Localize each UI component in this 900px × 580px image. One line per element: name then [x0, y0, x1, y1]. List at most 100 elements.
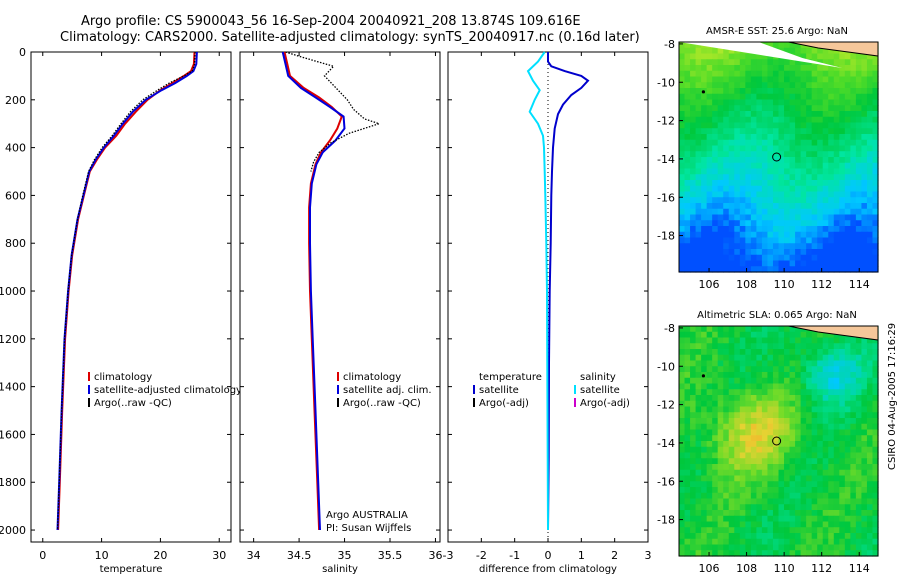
sla-map-heatmap-cell	[817, 412, 824, 419]
sla-map-heatmap-cell	[739, 429, 746, 436]
sst-map-heatmap-cell	[822, 139, 829, 147]
sla-map-heatmap-cell	[679, 458, 686, 465]
sla-map-heatmap-cell	[806, 366, 813, 373]
sla-map-heatmap-cell	[778, 521, 785, 528]
sla-map-heatmap-cell	[795, 481, 802, 488]
sla-map-heatmap-cell	[806, 395, 813, 402]
sst-map-heatmap-cell	[850, 185, 857, 193]
sla-map-heatmap-cell	[795, 383, 802, 390]
sla-map-heatmap-cell	[690, 527, 697, 534]
sla-map-heatmap-cell	[717, 377, 724, 385]
sst-map-heatmap-cell	[684, 139, 691, 147]
sla-map-heatmap-cell	[739, 400, 746, 408]
sst-map-heatmap-cell	[734, 65, 741, 72]
sst-map-heatmap-cell	[712, 53, 719, 60]
sla-map-heatmap-cell	[811, 498, 818, 505]
sla-map-heatmap-cell	[712, 510, 719, 517]
sst-map-heatmap-cell	[750, 197, 757, 204]
sla-map-heatmap-cell	[745, 349, 752, 356]
sla-map-heatmap-cell	[822, 412, 829, 419]
sla-map-heatmap-cell	[750, 510, 757, 517]
sla-map-heatmap-cell	[872, 435, 879, 442]
sst-map-heatmap-cell	[695, 151, 702, 158]
sst-map-heatmap-cell	[728, 220, 735, 227]
difference-left-legend-label: satellite	[479, 385, 519, 396]
sst-map-heatmap-cell	[701, 237, 708, 244]
sla-map-heatmap-cell	[701, 377, 708, 385]
sla-map-heatmap-cell	[695, 343, 702, 350]
sst-map-heatmap-cell	[828, 88, 835, 95]
sla-map-heatmap-cell	[712, 544, 719, 551]
sla-map-heatmap-cell	[844, 544, 851, 551]
sst-map-heatmap-cell	[772, 76, 780, 83]
sst-map-heatmap-cell	[822, 128, 829, 135]
sla-map-heatmap-cell	[723, 510, 730, 517]
sla-map-heatmap-cell	[828, 510, 835, 517]
sst-map-heatmap-cell	[756, 226, 763, 233]
sla-map-heatmap-cell	[828, 527, 835, 534]
sst-map-heatmap-cell	[717, 145, 724, 152]
sst-map-heatmap-cell	[811, 254, 818, 262]
sla-map-heatmap-cell	[767, 464, 774, 471]
sla-map-heatmap-cell	[872, 487, 879, 494]
sla-map-heatmap-cells	[679, 326, 879, 557]
depth-tick-label: 1200	[0, 333, 26, 346]
sst-map-heatmap-cell	[739, 168, 746, 175]
sla-map-heatmap-cell	[756, 349, 763, 356]
sla-map-heatmap-cell	[822, 360, 829, 367]
sst-map-heatmap-cell	[778, 42, 785, 49]
sst-map-heatmap-cell	[784, 185, 791, 193]
sst-map-heatmap-cell	[795, 203, 802, 210]
sla-map-heatmap-cell	[701, 343, 708, 350]
sst-map-heatmap-cell	[712, 191, 719, 198]
sla-map-heatmap-cell	[723, 504, 730, 511]
sst-map-heatmap-cell	[828, 99, 835, 106]
sla-map-heatmap-cell	[761, 406, 769, 413]
sla-map-heatmap-cell	[839, 475, 846, 482]
sla-map-heatmap-cell	[690, 423, 697, 431]
sla-map-heatmap-cell	[855, 435, 863, 442]
sla-map-heatmap-cell	[795, 429, 802, 436]
sst-map-heatmap-cell	[800, 174, 807, 181]
sla-map-heatmap-cell	[767, 487, 774, 494]
sla-map-heatmap-cell	[817, 515, 824, 523]
sla-map-heatmap-cell	[734, 423, 741, 431]
sla-map-heatmap-cell	[734, 435, 741, 442]
sst-map-heatmap-cell	[750, 93, 757, 101]
sla-map-heatmap-cell	[811, 533, 818, 540]
sst-map-heatmap-cell	[739, 82, 746, 89]
sst-map-heatmap-cell	[723, 162, 730, 170]
sla-map-heatmap-cell	[828, 418, 835, 425]
sst-map-heatmap-cell	[839, 214, 846, 221]
sst-map-heatmap-cell	[784, 145, 791, 152]
sla-map-heatmap-cell	[723, 383, 730, 390]
sla-map-heatmap-cell	[800, 469, 807, 477]
sst-map-heatmap-cell	[706, 185, 713, 193]
sla-map-heatmap-cell	[800, 521, 807, 528]
sla-map-heatmap-cell	[745, 366, 752, 373]
sla-map-heatmap-cell	[861, 372, 868, 379]
sst-map-heatmap-cell	[679, 122, 686, 129]
sla-map-heatmap-cell	[833, 481, 840, 488]
sla-map-heatmap-cell	[690, 377, 697, 385]
sst-map-heatmap-cell	[728, 197, 735, 204]
sla-map-heatmap-cell	[839, 504, 846, 511]
sst-map-heatmap-cell	[723, 151, 730, 158]
sst-map-heatmap-cell	[750, 76, 757, 83]
sla-map-heatmap-cell	[767, 389, 774, 396]
sst-map-heatmap-cell	[806, 145, 813, 152]
sla-map-heatmap-cell	[679, 544, 686, 551]
sla-map-heatmap-cell	[684, 354, 691, 362]
sla-map-heatmap-cell	[866, 527, 874, 534]
sst-map-heatmap-cell	[806, 99, 813, 106]
sst-map-heatmap-cell	[728, 88, 735, 95]
sst-map-heatmap-cell	[778, 168, 785, 175]
sst-map-heatmap-cell	[679, 65, 686, 72]
sst-map-heatmap-cell	[712, 249, 719, 256]
sst-map-heatmap-cell	[728, 53, 735, 60]
sla-map-heatmap-cell	[822, 343, 829, 350]
sla-map-heatmap-cell	[739, 343, 746, 350]
sla-map-heatmap-cell	[750, 492, 757, 500]
sla-map-heatmap-cell	[690, 475, 697, 482]
